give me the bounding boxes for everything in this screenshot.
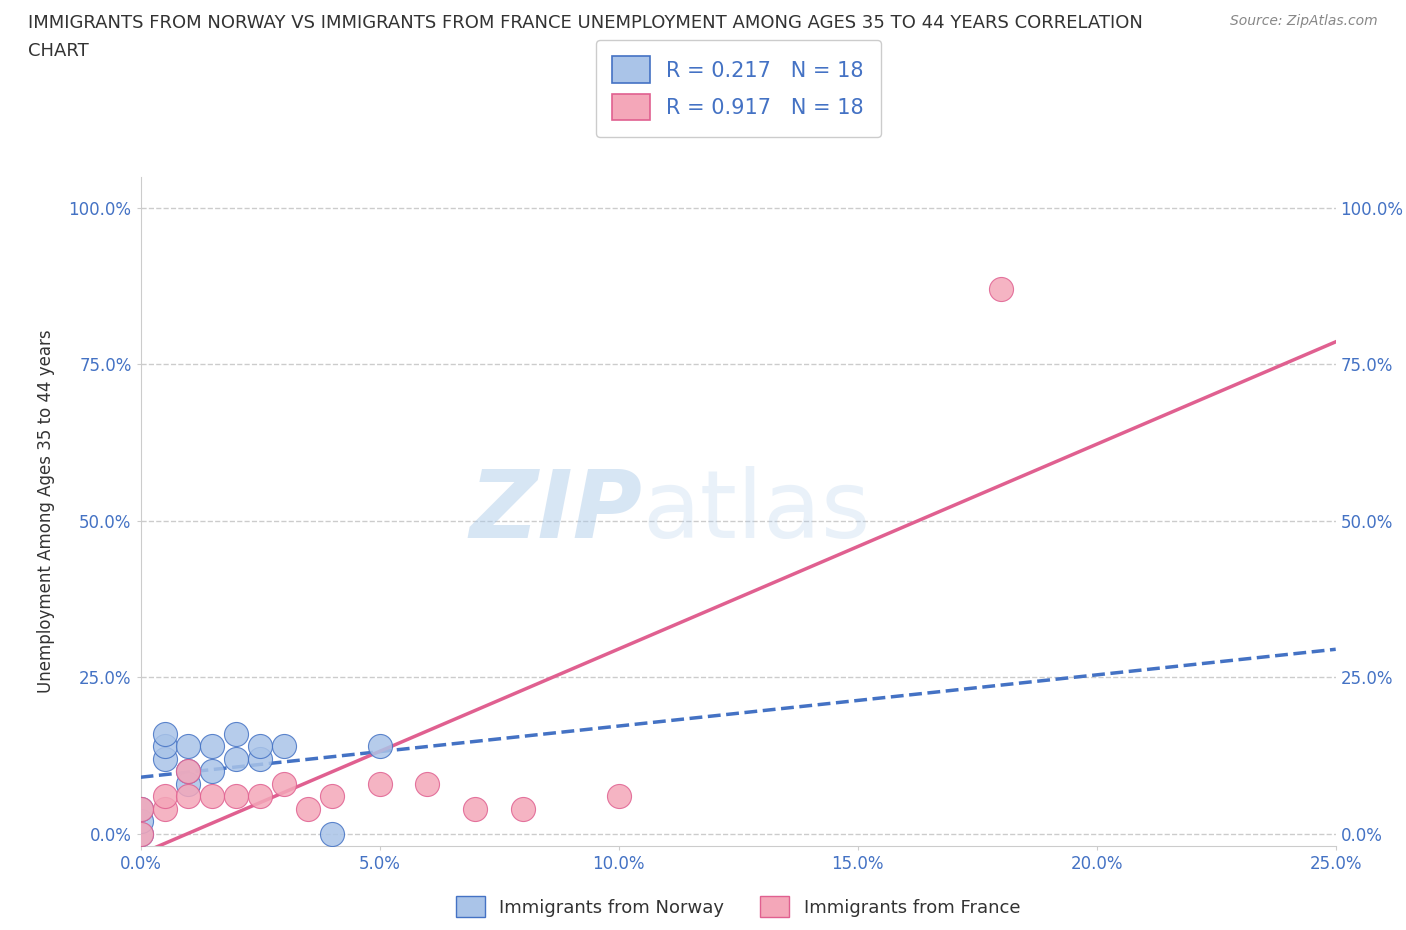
Point xyxy=(153,751,176,766)
Point xyxy=(129,827,152,842)
Point xyxy=(177,764,200,778)
Point xyxy=(249,738,271,753)
Point xyxy=(177,777,200,791)
Point xyxy=(416,777,439,791)
Text: Source: ZipAtlas.com: Source: ZipAtlas.com xyxy=(1230,14,1378,28)
Point xyxy=(368,777,391,791)
Point xyxy=(177,789,200,804)
Point xyxy=(153,802,176,817)
Point xyxy=(177,764,200,778)
Point xyxy=(368,738,391,753)
Point xyxy=(249,789,271,804)
Point xyxy=(129,827,152,842)
Text: ZIP: ZIP xyxy=(470,466,643,557)
Point xyxy=(273,738,295,753)
Point xyxy=(129,802,152,817)
Point xyxy=(607,789,630,804)
Point xyxy=(201,738,224,753)
Point xyxy=(225,726,247,741)
Point xyxy=(201,789,224,804)
Point xyxy=(177,738,200,753)
Point xyxy=(129,814,152,829)
Point xyxy=(297,802,319,817)
Point xyxy=(512,802,534,817)
Point xyxy=(321,827,343,842)
Text: atlas: atlas xyxy=(643,466,870,557)
Point xyxy=(321,789,343,804)
Point xyxy=(129,802,152,817)
Point xyxy=(249,751,271,766)
Y-axis label: Unemployment Among Ages 35 to 44 years: Unemployment Among Ages 35 to 44 years xyxy=(37,330,55,693)
Point xyxy=(225,789,247,804)
Text: IMMIGRANTS FROM NORWAY VS IMMIGRANTS FROM FRANCE UNEMPLOYMENT AMONG AGES 35 TO 4: IMMIGRANTS FROM NORWAY VS IMMIGRANTS FRO… xyxy=(28,14,1143,32)
Legend: Immigrants from Norway, Immigrants from France: Immigrants from Norway, Immigrants from … xyxy=(449,889,1028,924)
Point xyxy=(464,802,486,817)
Point xyxy=(273,777,295,791)
Text: CHART: CHART xyxy=(28,42,89,60)
Point xyxy=(153,726,176,741)
Point xyxy=(153,738,176,753)
Point xyxy=(153,789,176,804)
Point xyxy=(990,282,1012,297)
Point xyxy=(201,764,224,778)
Point xyxy=(225,751,247,766)
